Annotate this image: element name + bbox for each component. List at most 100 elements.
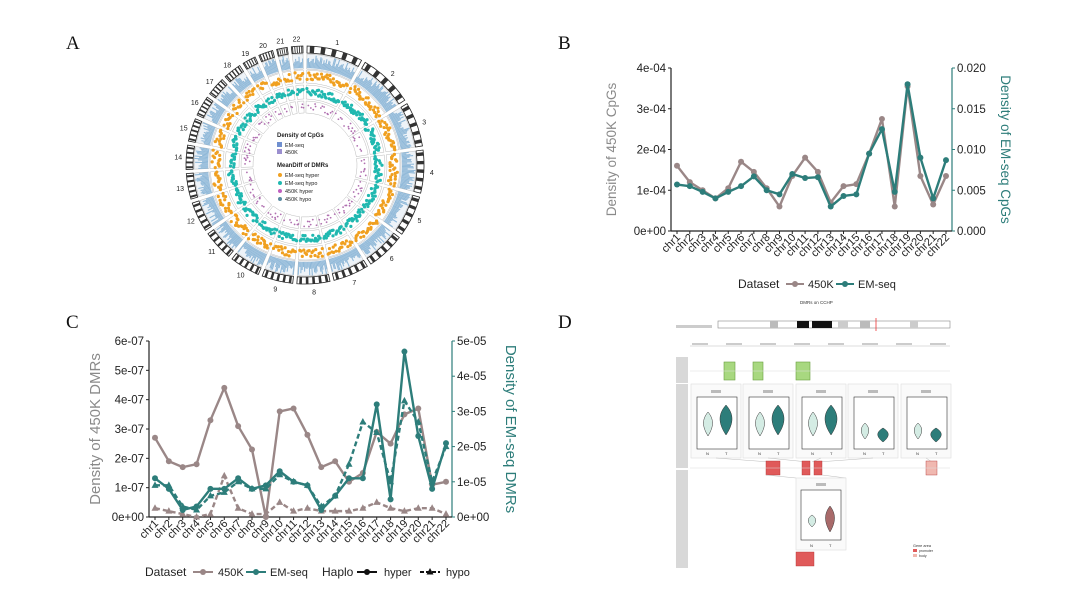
legend-dot-450k-hyper: [278, 189, 282, 193]
dot-emseq-hypo: [342, 227, 346, 231]
density-bar: [320, 63, 323, 70]
dot-emseq-hyper: [373, 110, 377, 115]
dot-450k: [312, 108, 315, 111]
chromosome-sector: 15: [180, 118, 258, 155]
density-bar: [206, 131, 214, 135]
legend-dot-450k-hypo: [278, 197, 282, 201]
chromosome-label: 10: [237, 272, 245, 279]
chromosome-label: 17: [206, 79, 214, 86]
dot-450k: [249, 145, 252, 148]
density-bar: [401, 171, 416, 174]
legend-label-450k: 450K: [218, 567, 244, 579]
dot-emseq-hyper: [225, 122, 230, 126]
density-bar: [202, 174, 209, 177]
ideogram-stripe: [351, 56, 359, 65]
density-bar: [340, 254, 345, 265]
density-bar: [229, 230, 235, 236]
violin-panel-title: [816, 390, 826, 393]
dot-emseq-hypo: [372, 134, 376, 138]
dot-emseq-hyper: [301, 72, 305, 76]
density-bar: [271, 257, 277, 270]
dot-450k: [276, 215, 279, 218]
density-bar: [380, 96, 391, 105]
density-bar: [286, 260, 290, 272]
density-bar: [230, 92, 236, 98]
density-bar: [365, 239, 371, 246]
dot-450k: [341, 118, 343, 120]
density-bar: [318, 260, 322, 272]
dot-emseq-hypo: [313, 236, 318, 240]
dot-450k: [309, 107, 312, 109]
dot-450k: [323, 106, 326, 108]
density-bar: [401, 153, 407, 155]
dot-emseq-hypo: [235, 142, 239, 146]
dot-emseq-hyper: [373, 105, 377, 109]
density-bar: [401, 155, 414, 158]
legend-tri-hypo: [426, 568, 434, 575]
legend2-title: Haplo: [322, 565, 354, 579]
legend-title: Dataset: [145, 565, 187, 579]
dot-450k: [290, 221, 293, 224]
ideogram-stripe: [270, 50, 274, 58]
dot-emseq-hyper: [326, 252, 330, 256]
density-bar: [198, 167, 209, 169]
dot-emseq-hyper: [274, 244, 278, 248]
dot-450k: [246, 154, 248, 157]
panel-label-c: C: [66, 312, 79, 333]
dot-emseq-hyper: [228, 115, 232, 119]
density-bar: [383, 220, 394, 228]
density-bar: [392, 205, 401, 211]
circos-legend-emseq: EM-seq: [285, 143, 304, 149]
density-bar: [195, 150, 209, 154]
gene-area-legend-promoter: promoter: [919, 549, 934, 553]
dot-emseq-hyper: [389, 182, 393, 186]
data-point: [943, 157, 949, 164]
dot-450k: [274, 110, 277, 113]
density-bar: [203, 186, 211, 190]
data-point-triangle: [400, 507, 408, 514]
chromosome-sector: 12: [187, 181, 262, 231]
dot-emseq-hyper: [393, 174, 398, 178]
density-bar: [355, 247, 362, 257]
dot-emseq-hypo: [322, 236, 326, 240]
density-bar: [243, 242, 248, 248]
density-bar: [393, 122, 402, 127]
legend-label-hypo: hypo: [446, 567, 470, 579]
dot-emseq-hyper: [222, 134, 226, 138]
density-bar: [398, 138, 407, 142]
dot-emseq-hyper: [354, 236, 358, 240]
density-bar: [317, 61, 320, 69]
dot-450k: [344, 204, 347, 207]
connector-line: [767, 457, 809, 463]
density-bar: [395, 127, 404, 132]
density-bar: [298, 56, 301, 69]
legend-dot-emseq: [842, 281, 848, 287]
dot-emseq-hyper: [212, 182, 216, 186]
dot-450k: [360, 187, 363, 190]
dot-450k: [314, 103, 316, 105]
ideogram-stripe: [190, 194, 198, 198]
density-bar: [401, 163, 415, 165]
data-point-triangle: [414, 417, 422, 425]
density-bar: [202, 134, 213, 138]
ideogram-stripe: [283, 47, 286, 55]
density-bar: [199, 156, 209, 159]
dot-emseq-hyper: [327, 246, 332, 251]
dot-450k: [357, 192, 360, 195]
dot-450k: [252, 194, 255, 197]
ideogram-stripe: [214, 86, 222, 92]
density-bar: [348, 251, 354, 262]
density-bar: [401, 169, 416, 172]
ideogram-stripe: [220, 80, 227, 87]
dot-450k: [353, 139, 356, 142]
dmr-box: [795, 551, 815, 567]
dot-emseq-hyper: [306, 249, 310, 253]
dot-emseq-hyper: [246, 228, 250, 233]
dot-450k: [327, 113, 329, 116]
dot-emseq-hypo: [320, 95, 324, 99]
data-point: [332, 458, 339, 465]
dot-emseq-hyper: [390, 157, 394, 161]
coordinate-tick: [726, 343, 742, 345]
density-bar: [401, 174, 410, 177]
density-bar: [215, 213, 222, 218]
